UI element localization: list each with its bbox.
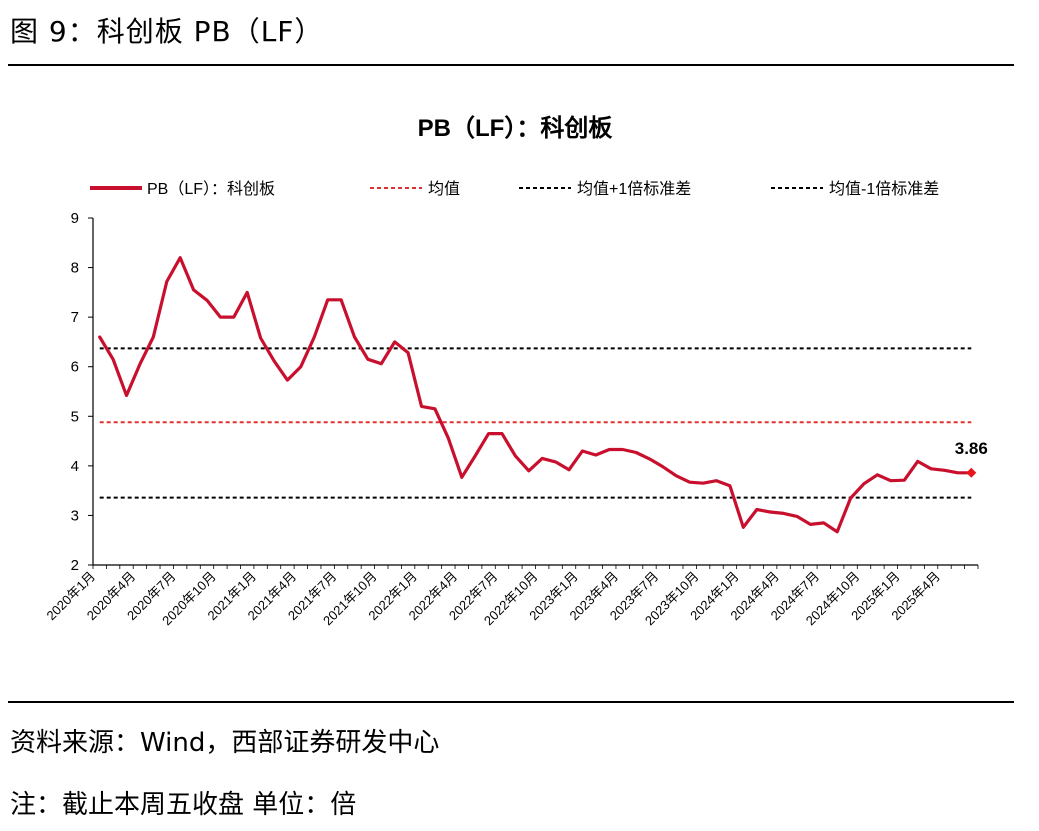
series-layer bbox=[98, 256, 977, 534]
legend-item-series: PB（LF）：科创板 bbox=[90, 180, 275, 198]
axes: 234567892020年1月2020年4月2020年7月2020年10月202… bbox=[44, 210, 979, 628]
chart-title: PB（LF）：科创板 bbox=[418, 115, 614, 142]
figure-caption: 图 9：科创板 PB（LF） bbox=[10, 15, 324, 48]
legend-label-upper: 均值+1倍标准差 bbox=[577, 180, 691, 198]
legend-label-mean: 均值 bbox=[428, 180, 460, 198]
legend: PB（LF）：科创板 均值 均值+1倍标准差 均值-1倍标准差 bbox=[90, 180, 939, 198]
series-line-pb bbox=[98, 256, 973, 534]
y-tick-label: 5 bbox=[71, 408, 79, 425]
reference-lines bbox=[99, 347, 972, 499]
top-rule bbox=[8, 64, 1014, 66]
y-tick-label: 3 bbox=[71, 507, 79, 524]
legend-item-mean: 均值 bbox=[370, 180, 460, 198]
legend-item-upper: 均值+1倍标准差 bbox=[519, 180, 691, 198]
legend-label-series: PB（LF）：科创板 bbox=[147, 180, 275, 198]
bottom-rule bbox=[8, 701, 1014, 703]
y-tick-label: 4 bbox=[71, 458, 79, 475]
last-value-label: 3.86 bbox=[955, 439, 988, 458]
legend-label-lower: 均值-1倍标准差 bbox=[829, 180, 939, 198]
y-tick-label: 2 bbox=[71, 557, 79, 574]
y-tick-label: 6 bbox=[71, 359, 79, 376]
y-tick-label: 7 bbox=[71, 309, 79, 326]
y-tick-label: 9 bbox=[71, 210, 79, 227]
y-tick-label: 8 bbox=[71, 260, 79, 277]
source-note: 资料来源：Wind，西部证券研发中心 bbox=[10, 728, 440, 758]
chart-area: PB（LF）：科创板 PB（LF）：科创板 均值 均值+1倍标准差 均值-1倍标… bbox=[44, 115, 988, 628]
legend-item-lower: 均值-1倍标准差 bbox=[771, 180, 939, 198]
last-point-marker bbox=[966, 467, 977, 478]
footnote: 注：截止本周五收盘 单位：倍 bbox=[10, 790, 357, 820]
